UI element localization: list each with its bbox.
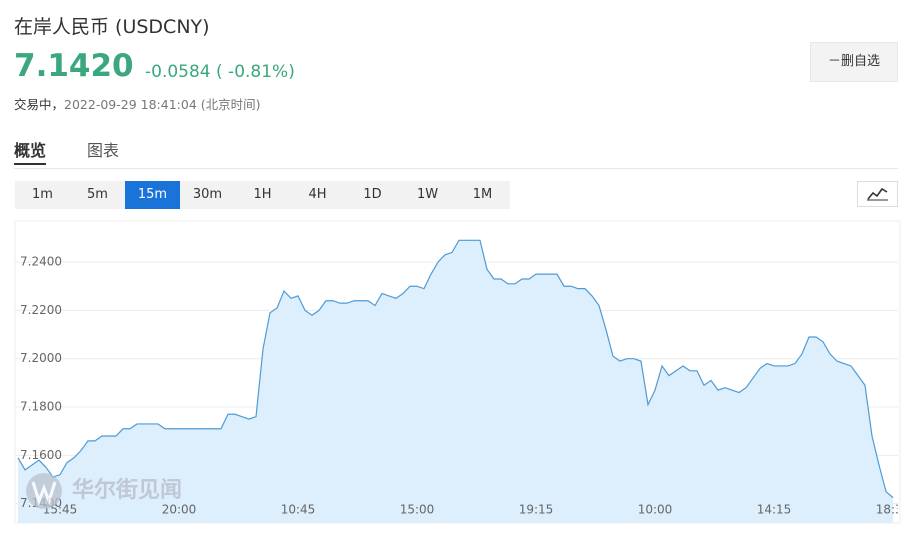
chart-type-button[interactable] [857,181,898,207]
interval-button[interactable]: 1H [253,187,272,202]
status: 交易中，2022-09-29 18:41:04 (北京时间) [14,94,261,113]
chart-type-icon [867,187,888,201]
x-tick-label: 15:00 [400,503,435,517]
interval-bar: 1m 5m 15m 30m 1H 4H 1D 1W 1M [15,181,510,209]
interval-button[interactable]: 4H [308,187,327,202]
interval-button[interactable]: 30m [192,187,223,202]
tab[interactable]: 概览 [14,141,47,160]
watermark-text: 华尔街见闻 [72,477,182,503]
x-tick-label: 18:30 [876,503,911,517]
x-tick-label: 19:15 [519,503,554,517]
x-tick-label: 20:00 [162,503,197,517]
y-tick-label: 7.1600 [20,448,62,462]
interval-button[interactable]: 5m [87,187,108,202]
watch-button[interactable]: －删自选 [810,42,898,82]
tab[interactable]: 图表 [87,141,120,160]
y-tick-label: 7.2400 [20,255,62,269]
title: 在岸人民币 (USDCNY) [14,16,210,38]
x-tick-label: 10:00 [638,503,673,517]
interval-button[interactable]: 1M [472,187,493,202]
interval-button[interactable]: 15m [125,181,180,209]
price-change: -0.0584 ( -0.81%) [145,62,295,82]
trade-state: 交易中， [14,97,65,112]
interval-button[interactable]: 1W [416,187,439,202]
separator [14,168,898,169]
interval-button[interactable]: 1m [32,187,53,202]
price: 7.1420 [14,48,134,84]
watermark-logo-mark [31,481,57,506]
plot: 7.14007.16007.18007.20007.22007.240015:4… [15,239,911,523]
interval-button[interactable]: 1D [363,187,382,202]
y-tick-label: 7.1800 [20,400,62,414]
y-tick-label: 7.2200 [20,303,62,317]
line [17,239,894,499]
x-tick-label: 14:15 [757,503,792,517]
watermark: 华尔街见闻 [26,473,182,509]
timestamp: 2022-09-29 18:41:04 (北京时间) [64,97,261,112]
tab-underline [14,163,46,165]
x-tick-label: 10:45 [281,503,316,517]
area [18,240,893,523]
y-tick-label: 7.2000 [20,351,62,365]
